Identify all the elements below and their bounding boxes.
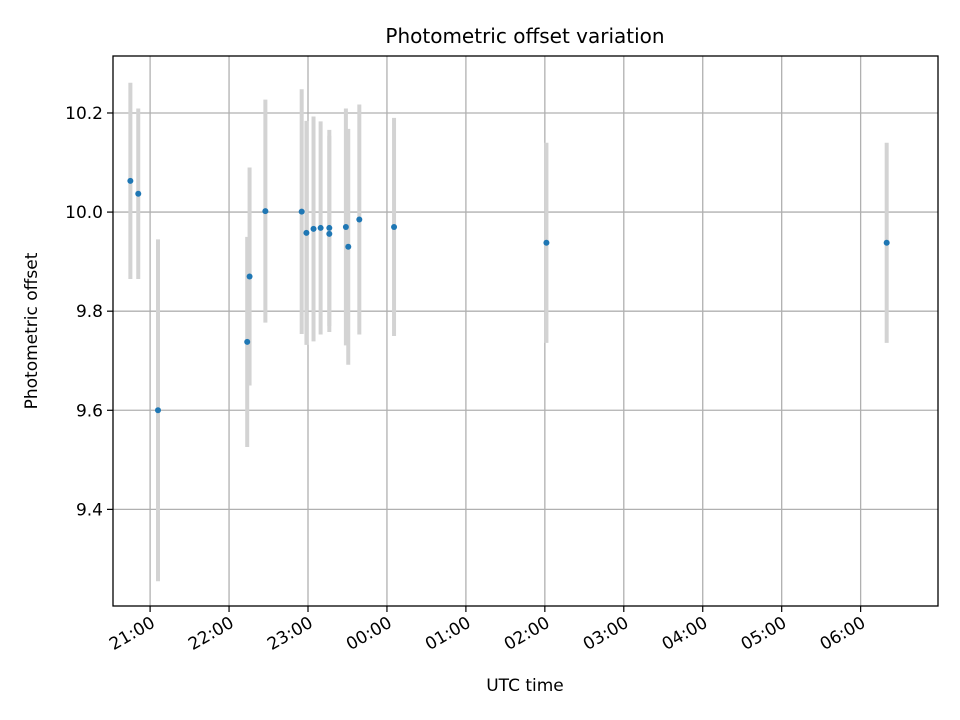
data-point (326, 230, 333, 237)
data-point (155, 407, 161, 414)
chart-title: Photometric offset variation (385, 24, 664, 48)
data-points (127, 177, 890, 414)
data-point (135, 190, 142, 197)
data-point (262, 208, 269, 215)
data-point (298, 208, 305, 215)
data-point (345, 243, 352, 250)
data-point (356, 216, 363, 223)
data-point (303, 229, 310, 236)
data-point (244, 338, 251, 345)
data-point (883, 239, 890, 246)
data-point (246, 273, 253, 280)
data-point (391, 223, 398, 230)
y-axis-ticks: 9.4 9.6 9.8 10.0 10.2 (65, 104, 113, 520)
y-tick-label: 9.8 (76, 302, 103, 322)
data-point (543, 239, 550, 246)
y-tick-label: 10.0 (65, 203, 103, 223)
y-tick-label: 9.6 (76, 401, 103, 421)
plot-frame (112, 55, 939, 607)
y-tick-label: 10.2 (65, 104, 103, 124)
data-point (342, 223, 349, 230)
data-point (310, 225, 317, 232)
data-point (326, 224, 333, 231)
y-axis-label: Photometric offset (22, 252, 42, 409)
y-tick-label: 9.4 (76, 500, 103, 520)
data-point (317, 224, 324, 231)
data-point (127, 177, 134, 184)
x-axis-label: UTC time (486, 676, 564, 696)
